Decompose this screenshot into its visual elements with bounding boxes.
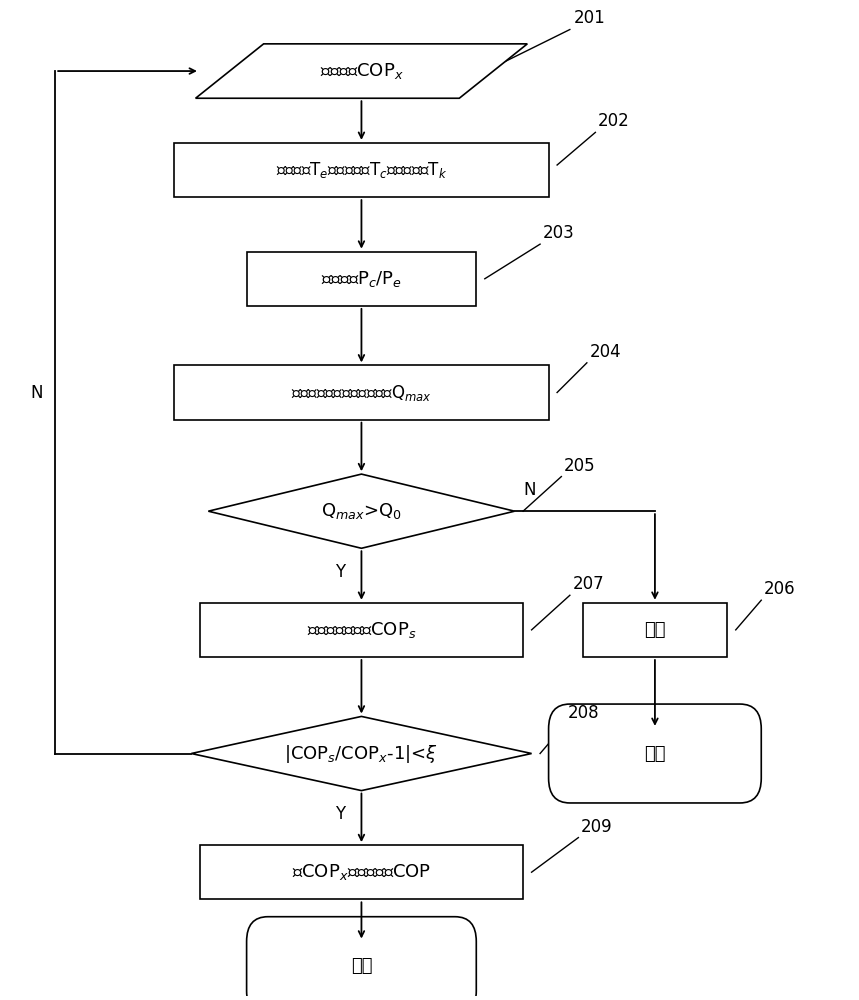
Text: 机组此压比下的最大制冷量Q$_{max}$: 机组此压比下的最大制冷量Q$_{max}$	[291, 383, 432, 403]
FancyBboxPatch shape	[200, 603, 523, 657]
Text: 结束: 结束	[644, 745, 666, 763]
Polygon shape	[209, 474, 515, 548]
FancyBboxPatch shape	[247, 252, 476, 306]
Text: N: N	[523, 481, 535, 499]
Text: 报警: 报警	[644, 621, 666, 639]
Text: 机组此压比下的COP$_s$: 机组此压比下的COP$_s$	[307, 620, 417, 640]
FancyBboxPatch shape	[582, 603, 728, 657]
Text: 209: 209	[581, 818, 612, 836]
Polygon shape	[196, 44, 527, 98]
Text: Y: Y	[335, 563, 345, 581]
Text: 机组压比P$_c$/P$_e$: 机组压比P$_c$/P$_e$	[321, 269, 402, 289]
Polygon shape	[192, 716, 532, 791]
FancyBboxPatch shape	[174, 143, 549, 197]
Text: |COP$_s$/COP$_x$-1|<$\xi$: |COP$_s$/COP$_x$-1|<$\xi$	[284, 743, 438, 765]
Text: 203: 203	[543, 224, 575, 242]
Text: Y: Y	[335, 805, 345, 823]
FancyBboxPatch shape	[247, 917, 476, 1000]
Text: 205: 205	[564, 457, 595, 475]
Text: Q$_{max}$>Q$_0$: Q$_{max}$>Q$_0$	[321, 501, 402, 521]
Text: 208: 208	[568, 704, 600, 722]
Text: 206: 206	[764, 580, 795, 598]
Text: N: N	[30, 384, 42, 402]
Text: 蜗发温度T$_e$、冷凝温度T$_c$，出液温度T$_k$: 蜗发温度T$_e$、冷凝温度T$_c$，出液温度T$_k$	[276, 160, 448, 180]
Text: 将COP$_x$确认为机组COP: 将COP$_x$确认为机组COP	[292, 862, 431, 882]
FancyBboxPatch shape	[174, 365, 549, 420]
Text: 202: 202	[598, 112, 630, 130]
FancyBboxPatch shape	[200, 845, 523, 899]
Text: 207: 207	[572, 575, 604, 593]
Text: 结束: 结束	[350, 957, 372, 975]
Text: 预设机组COP$_x$: 预设机组COP$_x$	[320, 61, 404, 81]
Text: 204: 204	[589, 343, 621, 361]
Text: 201: 201	[574, 9, 606, 27]
FancyBboxPatch shape	[549, 704, 761, 803]
